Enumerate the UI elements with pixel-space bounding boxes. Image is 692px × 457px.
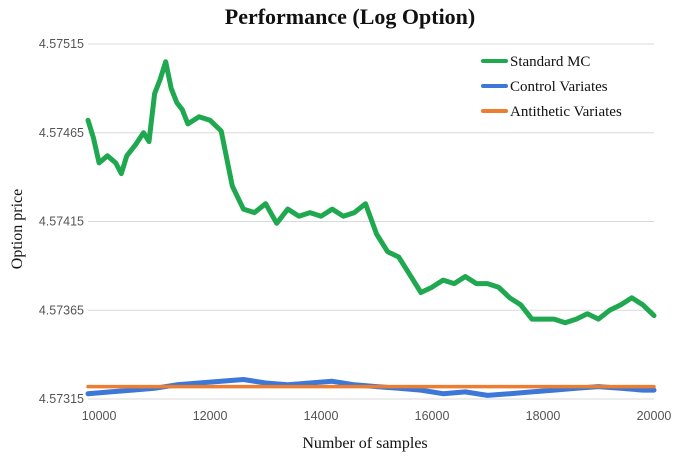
y-tick-label: 4.57465 <box>39 126 84 140</box>
y-axis-label: Option price <box>9 189 26 269</box>
legend-label: Antithetic Variates <box>510 104 622 120</box>
x-tick-label: 20000 <box>637 409 672 423</box>
chart-title: Performance (Log Option) <box>225 4 476 29</box>
x-axis-label: Number of samples <box>302 435 427 452</box>
tick-labels: 4.57315 4.57365 4.57415 4.57465 4.57515 10000… <box>39 37 672 423</box>
x-tick-label: 12000 <box>193 409 228 423</box>
y-tick-label: 4.57415 <box>39 215 84 229</box>
legend: Standard MC Control Variates Antithetic Va… <box>481 54 622 120</box>
legend-label: Standard MC <box>510 54 590 70</box>
y-tick-label: 4.57315 <box>39 392 84 406</box>
legend-label: Control Variates <box>510 79 608 95</box>
x-tick-label: 18000 <box>526 409 561 423</box>
series-line-0 <box>85 59 657 326</box>
y-tick-label: 4.57515 <box>39 37 84 51</box>
series-lines <box>85 59 657 398</box>
x-tick-label: 10000 <box>82 409 117 423</box>
x-tick-label: 14000 <box>304 409 339 423</box>
x-tick-label: 16000 <box>415 409 450 423</box>
y-tick-label: 4.57365 <box>39 303 84 317</box>
